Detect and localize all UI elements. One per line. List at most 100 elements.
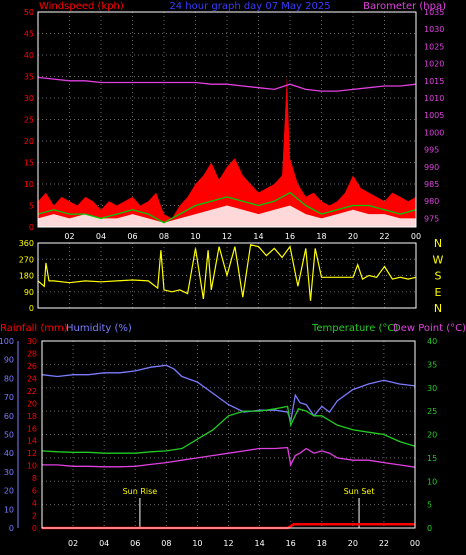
rainfall-tick-label: 28 bbox=[27, 349, 37, 358]
rainfall-axis-label: Rainfall (mm) bbox=[0, 323, 68, 334]
direction-panel-frame bbox=[37, 242, 417, 309]
direction-panel: 0 N 90 E 180 S 270 W 360 N bbox=[19, 237, 444, 315]
rainfall-tick-label: 0 bbox=[32, 524, 37, 533]
windspeed-tick-label: 50 bbox=[24, 8, 34, 17]
compass-letter: S bbox=[435, 270, 442, 283]
temperature-x-tick-label: 16 bbox=[286, 539, 296, 548]
direction-tick-label: 0 bbox=[29, 304, 34, 313]
temperature-tick-label: 5 bbox=[427, 501, 432, 510]
temperature-x-tick-label: 22 bbox=[379, 539, 389, 548]
temperature-tick-label: 40 bbox=[427, 337, 437, 346]
barometer-tick-label: 975 bbox=[424, 214, 439, 223]
windspeed-tick-label: 45 bbox=[24, 30, 34, 39]
temperature-x-tick-label: 08 bbox=[161, 539, 171, 548]
rainfall-tick-label: 12 bbox=[27, 449, 37, 458]
wind-x-tick-label: 06 bbox=[127, 232, 137, 241]
barometer-tick-label: 980 bbox=[424, 197, 439, 206]
dewpoint-line bbox=[42, 446, 416, 468]
humidity-line bbox=[41, 364, 416, 422]
rainfall-tick-label: 8 bbox=[32, 474, 37, 483]
wind-x-tick-label: 08 bbox=[159, 232, 169, 241]
wind-direction-line bbox=[37, 244, 417, 301]
humidity-tick-label: 30 bbox=[4, 468, 14, 477]
compass-letter: E bbox=[435, 286, 442, 299]
humidity-tick-label: 10 bbox=[4, 505, 14, 514]
compass-letter: N bbox=[434, 237, 442, 250]
direction-tick-label: 90 bbox=[24, 288, 34, 297]
windspeed-tick-label: 25 bbox=[24, 116, 34, 125]
wind-panel-series bbox=[37, 76, 417, 227]
humidity-tick-label: 90 bbox=[4, 356, 14, 365]
windspeed-axis-label: Windspeed (kph) bbox=[39, 1, 124, 12]
barometer-line bbox=[37, 76, 417, 92]
rainfall-tick-label: 18 bbox=[27, 412, 37, 421]
temperature-x-tick-label: 00 bbox=[410, 539, 420, 548]
compass-letter: N bbox=[434, 302, 442, 315]
wind-x-tick-label: 02 bbox=[64, 232, 74, 241]
temperature-tick-label: 0 bbox=[427, 524, 432, 533]
compass-letter: W bbox=[433, 253, 444, 266]
windspeed-tick-label: 40 bbox=[24, 51, 34, 60]
wind-panel-axes: 0510152025303540455097598098599099510001… bbox=[24, 8, 445, 241]
temperature-panel-axes: 0510152025303540024681012141618202224262… bbox=[0, 337, 437, 548]
barometer-tick-label: 1010 bbox=[424, 94, 444, 103]
windspeed-area bbox=[38, 76, 416, 227]
barometer-tick-label: 1025 bbox=[424, 42, 444, 51]
temperature-panel: 0510152025303540024681012141618202224262… bbox=[0, 337, 437, 548]
temperature-tick-label: 30 bbox=[427, 384, 437, 393]
temperature-tick-label: 15 bbox=[427, 454, 437, 463]
wind-panel: 0510152025303540455097598098599099510001… bbox=[24, 8, 445, 241]
barometer-axis-label: Barometer (hpa) bbox=[363, 1, 446, 12]
rainfall-tick-label: 4 bbox=[32, 499, 37, 508]
temperature-panel-grid bbox=[42, 340, 416, 529]
humidity-tick-label: 60 bbox=[4, 412, 14, 421]
temperature-tick-label: 25 bbox=[427, 407, 437, 416]
windspeed-tick-label: 35 bbox=[24, 73, 34, 82]
direction-tick-label: 180 bbox=[19, 272, 34, 281]
humidity-tick-label: 100 bbox=[0, 337, 14, 346]
wind-panel-frame bbox=[37, 11, 417, 228]
wind-x-tick-label: 04 bbox=[96, 232, 106, 241]
rainfall-tick-label: 26 bbox=[27, 362, 37, 371]
temperature-x-tick-label: 18 bbox=[317, 539, 327, 548]
direction-panel-series bbox=[37, 244, 417, 301]
wind-x-tick-label: 16 bbox=[285, 232, 295, 241]
sun-event-label: Sun Rise bbox=[123, 487, 158, 496]
temperature-x-tick-label: 10 bbox=[192, 539, 202, 548]
temperature-axis-label: Temperature (°C) bbox=[311, 323, 398, 334]
barometer-tick-label: 1005 bbox=[424, 111, 444, 120]
wind-x-tick-label: 14 bbox=[253, 232, 263, 241]
windspeed-tick-label: 20 bbox=[24, 137, 34, 146]
rainfall-tick-label: 2 bbox=[32, 512, 37, 521]
windspeed-tick-label: 15 bbox=[24, 159, 34, 168]
humidity-tick-label: 50 bbox=[4, 431, 14, 440]
wind-x-tick-label: 20 bbox=[348, 232, 358, 241]
windspeed-tick-label: 10 bbox=[24, 180, 34, 189]
rainfall-tick-label: 14 bbox=[27, 437, 37, 446]
temperature-tick-label: 10 bbox=[427, 477, 437, 486]
windspeed-tick-label: 0 bbox=[29, 223, 34, 232]
rainfall-tick-label: 16 bbox=[27, 424, 37, 433]
barometer-tick-label: 1015 bbox=[424, 77, 444, 86]
wind-x-tick-label: 18 bbox=[316, 232, 326, 241]
temperature-tick-label: 20 bbox=[427, 431, 437, 440]
humidity-tick-label: 20 bbox=[4, 487, 14, 496]
barometer-tick-label: 995 bbox=[424, 146, 439, 155]
rainfall-tick-label: 20 bbox=[27, 399, 37, 408]
temperature-panel-frame bbox=[41, 340, 416, 529]
temperature-x-tick-label: 04 bbox=[99, 539, 109, 548]
wind-x-tick-label: 10 bbox=[190, 232, 200, 241]
sun-event-label: Sun Set bbox=[344, 487, 375, 496]
direction-tick-label: 360 bbox=[19, 239, 34, 248]
rainfall-tick-label: 6 bbox=[32, 487, 37, 496]
humidity-tick-label: 80 bbox=[4, 374, 14, 383]
temperature-x-tick-label: 14 bbox=[254, 539, 264, 548]
temperature-line bbox=[41, 405, 416, 454]
wind-x-tick-label: 12 bbox=[222, 232, 232, 241]
gust-area bbox=[38, 205, 416, 227]
barometer-tick-label: 990 bbox=[424, 163, 439, 172]
humidity-axis-label: Humidity (%) bbox=[66, 323, 132, 334]
humidity-tick-label: 40 bbox=[4, 449, 14, 458]
rainfall-tick-label: 10 bbox=[27, 462, 37, 471]
